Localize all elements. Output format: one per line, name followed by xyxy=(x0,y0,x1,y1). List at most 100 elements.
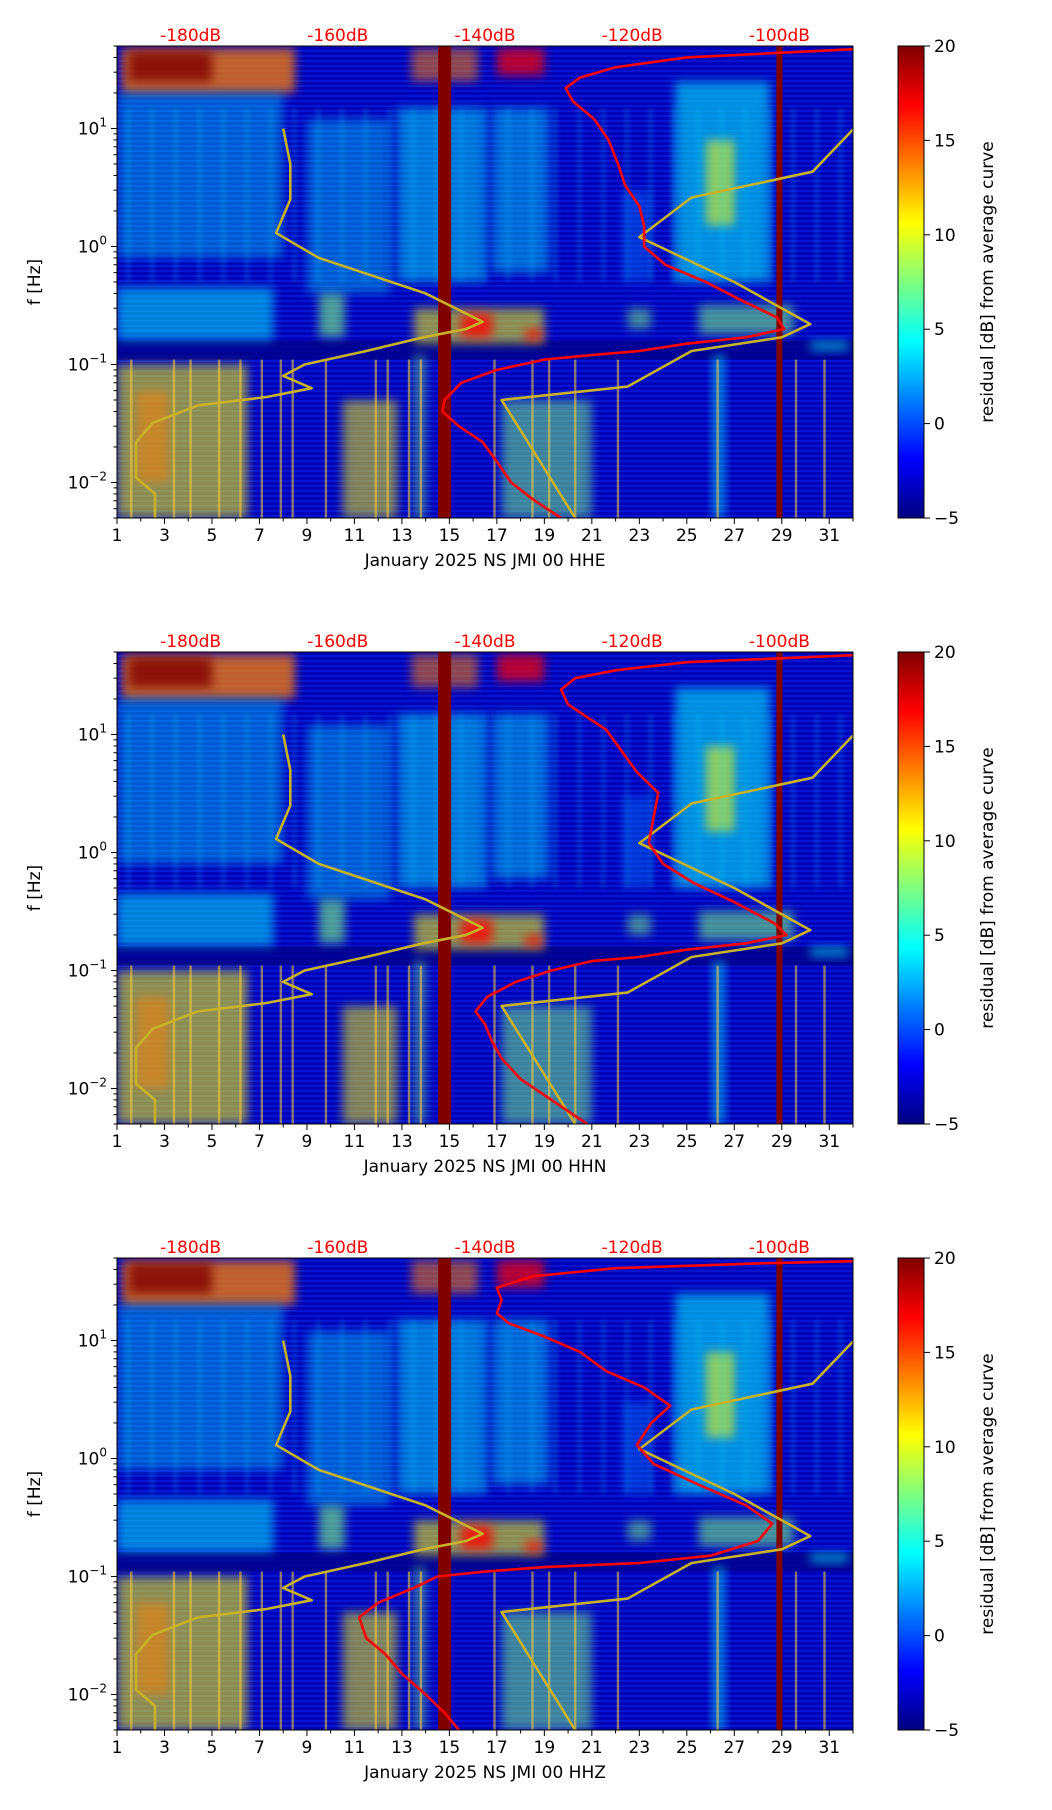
x-tick-label: 5 xyxy=(207,1132,218,1152)
x-tick-label: 3 xyxy=(159,526,170,546)
transient-spike xyxy=(716,1571,719,1730)
transient-spike xyxy=(260,1571,264,1730)
x-tick-label: 13 xyxy=(391,526,413,546)
spectrogram-blob xyxy=(810,1552,849,1564)
transient-spike xyxy=(189,359,192,518)
spectrogram-blob xyxy=(318,293,345,338)
daily-striation xyxy=(553,107,559,282)
transient-spike xyxy=(217,359,221,518)
transient-spike xyxy=(419,965,423,1124)
transient-spike xyxy=(239,1571,242,1730)
y-tick-exponent: −1 xyxy=(89,351,107,365)
daily-striation xyxy=(363,713,369,888)
daily-striation xyxy=(719,107,725,282)
noise-model-low-curve xyxy=(134,734,484,1124)
colorbar-label: residual [dB] from average curve xyxy=(978,141,998,422)
y-tick-exponent: 0 xyxy=(99,233,107,247)
daily-striation xyxy=(458,1319,464,1494)
daily-striation xyxy=(220,1319,226,1494)
y-tick-base: 10 xyxy=(68,961,90,981)
transient-spike xyxy=(531,965,534,1124)
transient-spike xyxy=(616,965,620,1124)
x-tick-label: 31 xyxy=(818,1132,840,1152)
y-tick-exponent: −1 xyxy=(89,957,107,971)
transient-spike xyxy=(547,1571,551,1730)
x-tick-label: 25 xyxy=(676,526,698,546)
noise-model-high-curve xyxy=(500,734,853,1124)
spectrogram-blob xyxy=(342,400,398,518)
spectrogram-blob xyxy=(810,340,849,352)
colorbar-gradient xyxy=(897,45,925,519)
transient-spike xyxy=(616,359,620,518)
daily-striation xyxy=(339,1319,345,1494)
transient-spike xyxy=(716,359,719,518)
noise-model-high-curve xyxy=(500,128,853,518)
daily-striation xyxy=(529,713,535,888)
x-tick-label: 31 xyxy=(818,1738,840,1758)
colorbar: 20 15 10 5 0 −5 residual [dB] from average cur… xyxy=(897,643,998,1135)
transient-spike xyxy=(324,1571,328,1730)
transient-spike xyxy=(794,965,798,1124)
x-tick-label: 21 xyxy=(581,1738,603,1758)
y-tick-exponent: −2 xyxy=(89,469,107,483)
y-tick-exponent: 1 xyxy=(99,115,107,129)
spectrogram-blob xyxy=(318,899,345,944)
x-tick-label: 1 xyxy=(112,1738,123,1758)
transient-spike xyxy=(574,965,577,1124)
top-db-label: -180dB xyxy=(160,1238,221,1258)
transient-spike xyxy=(279,965,283,1124)
transient-spike xyxy=(823,359,826,518)
colorbar-tick-label: 15 xyxy=(934,1343,956,1363)
y-tick-exponent: 0 xyxy=(99,1445,107,1459)
daily-striation xyxy=(434,107,440,282)
colorbar-tick-label: 10 xyxy=(934,226,956,246)
y-tick-base: 10 xyxy=(78,1331,100,1351)
daily-striation xyxy=(315,713,321,888)
daily-striation xyxy=(790,1319,796,1494)
top-db-label: -120dB xyxy=(602,632,663,652)
transient-spike xyxy=(172,1571,176,1730)
transient-spike xyxy=(823,1571,826,1730)
colorbar-tick-label: 15 xyxy=(934,737,956,757)
y-tick-label: 10−1 xyxy=(68,351,107,375)
x-tick-label: 3 xyxy=(159,1738,170,1758)
daily-striation xyxy=(292,1319,298,1494)
colorbar-tick-label: −5 xyxy=(934,1721,959,1741)
daily-striation xyxy=(838,713,844,888)
daily-striation xyxy=(624,1319,630,1494)
x-tick-label: 7 xyxy=(254,1132,265,1152)
spectrogram-panel-1: 1 3 5 7 9 11 13 15 17 19 21 23 25 27 29 3110110010−110−… xyxy=(25,26,854,571)
top-db-label: -140dB xyxy=(454,26,515,46)
x-axis-label: January 2025 NS JMI 00 HHE xyxy=(364,551,606,571)
colorbar: 20 15 10 5 0 −5 residual [dB] from average cur… xyxy=(897,1249,998,1741)
daily-striation xyxy=(482,713,487,888)
transient-spike xyxy=(374,1571,377,1730)
colorbar-tick-label: 10 xyxy=(934,1438,956,1458)
spectrogram-image xyxy=(117,46,853,518)
daily-striation xyxy=(648,713,654,888)
spectrogram-blob xyxy=(117,893,274,947)
y-tick-label: 10−2 xyxy=(68,1075,107,1099)
daily-striation xyxy=(220,713,226,888)
colorbar-label: residual [dB] from average curve xyxy=(978,747,998,1028)
y-tick-base: 10 xyxy=(78,843,100,863)
psd-median-curve xyxy=(357,1259,853,1730)
daily-striation xyxy=(292,107,298,282)
daily-striation xyxy=(529,1319,535,1494)
noise-model-low-curve xyxy=(134,1340,484,1730)
x-tick-label: 15 xyxy=(439,526,461,546)
daily-striation xyxy=(197,713,203,888)
daily-striation xyxy=(624,107,630,282)
x-tick-label: 29 xyxy=(771,1132,793,1152)
top-db-label: -100dB xyxy=(749,1238,810,1258)
daily-striation xyxy=(814,107,820,282)
daily-striation xyxy=(339,713,345,888)
x-tick-label: 17 xyxy=(486,1132,508,1152)
transient-spike xyxy=(239,965,242,1124)
x-tick-label: 23 xyxy=(629,526,651,546)
daily-striation xyxy=(838,1319,844,1494)
daily-striation xyxy=(410,1319,416,1494)
daily-striation xyxy=(173,1319,179,1494)
